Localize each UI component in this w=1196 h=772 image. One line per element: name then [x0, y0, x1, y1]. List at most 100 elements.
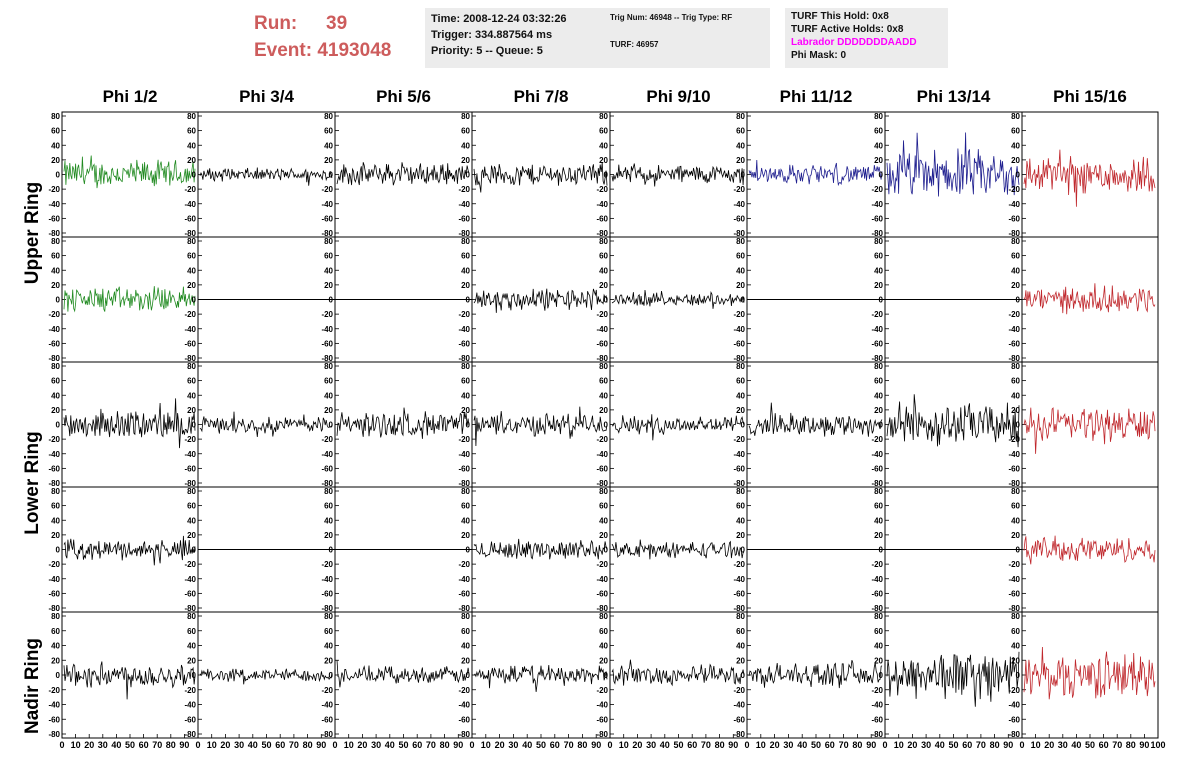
y-tick-label: 40 [187, 642, 196, 651]
y-tick-label: 0 [604, 421, 609, 430]
y-tick-label: -80 [733, 354, 745, 363]
waveform-trace [63, 155, 196, 189]
y-tick-label: 20 [736, 656, 745, 665]
y-tick-label: 0 [56, 171, 61, 180]
y-tick-label: -40 [733, 450, 745, 459]
y-tick-label: -80 [184, 229, 196, 238]
y-tick-label: 60 [736, 127, 745, 136]
y-tick-label: 0 [329, 171, 334, 180]
y-tick-label: -40 [733, 200, 745, 209]
y-tick-label: -40 [184, 575, 196, 584]
x-tick-label: 30 [508, 740, 518, 750]
x-tick-label: 50 [1085, 740, 1095, 750]
x-tick-label: 50 [536, 740, 546, 750]
y-tick-label: 80 [461, 612, 470, 621]
waveform-trace [748, 159, 883, 187]
y-tick-label: 0 [604, 546, 609, 555]
y-tick-label: -60 [321, 339, 333, 348]
y-tick-label: -80 [48, 730, 60, 739]
x-tick-label: 40 [522, 740, 532, 750]
y-tick-label: 20 [599, 406, 608, 415]
y-tick-label: 60 [324, 252, 333, 261]
y-tick-label: 60 [324, 127, 333, 136]
y-tick-label: -60 [1008, 464, 1020, 473]
y-tick-label: 80 [324, 237, 333, 246]
y-tick-label: 40 [1011, 642, 1020, 651]
y-tick-label: -40 [871, 701, 883, 710]
y-tick-label: -20 [733, 185, 745, 194]
panel-r3-c7: 80 60 40 20 0 -20 -40 -60 -80 [871, 361, 1023, 488]
x-tick-label: 30 [1058, 740, 1068, 750]
y-tick-label: 20 [324, 281, 333, 290]
y-tick-label: 0 [879, 546, 884, 555]
y-tick-label: 60 [51, 502, 60, 511]
y-tick-label: -20 [48, 185, 60, 194]
y-tick-label: -60 [871, 715, 883, 724]
y-tick-label: -20 [184, 686, 196, 695]
panel-r5-c5: 80 60 40 20 0 -20 -40 -60 -80 [596, 611, 748, 739]
y-tick-label: -20 [184, 310, 196, 319]
y-tick-label: 0 [741, 296, 746, 305]
y-tick-label: 80 [1011, 612, 1020, 621]
y-tick-label: -40 [871, 575, 883, 584]
y-tick-label: 40 [461, 391, 470, 400]
y-tick-label: 60 [1011, 252, 1020, 261]
x-tick-label: 20 [632, 740, 642, 750]
y-tick-label: 40 [874, 266, 883, 275]
x-tick-label: 40 [111, 740, 121, 750]
y-tick-label: 40 [461, 642, 470, 651]
y-tick-label: 0 [329, 671, 334, 680]
waveform-trace [748, 402, 883, 437]
waveform-trace [611, 659, 745, 687]
labrador-text: Labrador DDDDDDDAADD [791, 37, 917, 48]
y-tick-label: 80 [1011, 487, 1020, 496]
y-tick-label: -80 [48, 604, 60, 613]
y-tick-label: 40 [1011, 266, 1020, 275]
y-tick-label: 60 [51, 252, 60, 261]
y-tick-label: -60 [48, 339, 60, 348]
y-tick-label: -60 [871, 214, 883, 223]
y-tick-label: 80 [1011, 237, 1020, 246]
y-tick-label: -20 [733, 310, 745, 319]
y-tick-label: 0 [741, 171, 746, 180]
y-tick-label: -20 [321, 435, 333, 444]
y-tick-label: -20 [733, 686, 745, 695]
y-tick-label: -20 [321, 560, 333, 569]
x-tick-label: 30 [783, 740, 793, 750]
y-tick-label: -60 [458, 715, 470, 724]
y-tick-label: 60 [599, 502, 608, 511]
y-tick-label: 80 [461, 112, 470, 121]
y-tick-label: 0 [466, 671, 471, 680]
panel-r1-c6: 80 60 40 20 0 -20 -40 -60 -80 [733, 111, 886, 238]
y-tick-label: -20 [458, 185, 470, 194]
y-tick-label: -60 [596, 715, 608, 724]
event-label: Event: [254, 40, 313, 61]
y-tick-label: 60 [736, 627, 745, 636]
y-tick-label: 20 [599, 281, 608, 290]
y-tick-label: 0 [741, 421, 746, 430]
y-tick-label: -40 [321, 450, 333, 459]
y-tick-label: -80 [1008, 229, 1020, 238]
waveform-trace [886, 394, 1020, 448]
y-tick-label: 40 [874, 391, 883, 400]
y-tick-label: 40 [51, 642, 60, 651]
waveform-trace [1023, 535, 1156, 565]
y-tick-label: -60 [458, 214, 470, 223]
y-tick-label: 40 [599, 516, 608, 525]
waveform-trace [612, 414, 745, 441]
y-tick-label: -80 [458, 730, 470, 739]
waveform-trace [886, 651, 1020, 707]
trigger-text: Trigger: 334.887564 ms [431, 29, 553, 41]
y-tick-label: 60 [874, 127, 883, 136]
y-tick-label: 20 [51, 406, 60, 415]
waveform-trace [473, 288, 608, 313]
y-tick-label: 20 [1011, 281, 1020, 290]
y-tick-label: 40 [599, 266, 608, 275]
y-tick-label: 60 [461, 377, 470, 386]
x-tick-label: 30 [921, 740, 931, 750]
panel-r1-c8: 80 60 40 20 0 -20 -40 -60 -80 [1008, 111, 1159, 238]
trig-info-box: Trig Num: 46948 -- Trig Type: RF TURF: 4… [604, 8, 770, 68]
y-tick-label: -20 [596, 310, 608, 319]
y-tick-label: -60 [321, 589, 333, 598]
x-tick-label: 0 [1019, 740, 1024, 750]
